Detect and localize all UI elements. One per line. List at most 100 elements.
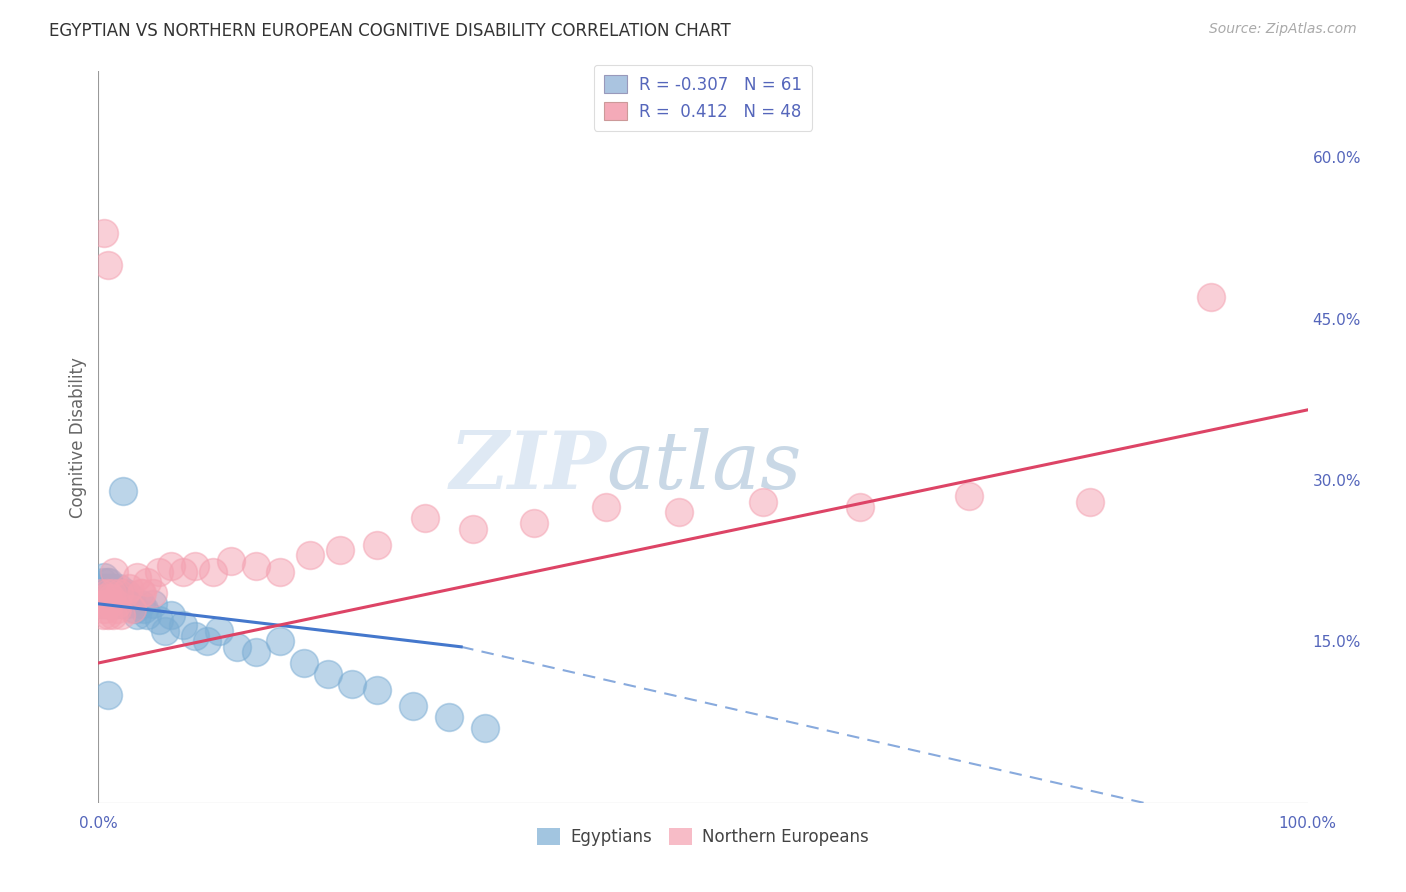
Point [118,581,141,595]
Point [342,677,364,691]
Point [96,586,118,600]
Point [91,586,114,600]
Point [474,721,496,735]
Point [160,607,183,622]
Point [98,597,121,611]
Point [108,586,131,600]
Point [111,483,134,498]
Point [129,586,152,600]
Point [184,559,207,574]
Point [114,586,136,600]
Point [93,591,115,606]
Point [108,581,131,595]
Text: atlas: atlas [606,427,801,505]
Point [849,500,872,514]
Point [245,559,267,574]
Point [93,597,115,611]
Point [97,258,120,272]
Point [1199,290,1222,304]
Point [100,591,122,606]
Point [98,575,121,590]
Point [104,586,127,600]
Point [195,634,218,648]
Point [366,682,388,697]
Point [124,602,146,616]
Point [94,597,117,611]
Point [523,516,546,530]
Point [121,602,143,616]
Point [127,607,149,622]
Point [90,586,112,600]
Point [105,602,128,616]
Point [94,586,117,600]
Point [226,640,249,654]
Point [292,656,315,670]
Point [100,581,122,595]
Point [172,618,194,632]
Point [107,591,129,606]
Point [96,591,118,606]
Point [437,710,460,724]
Point [91,581,114,595]
Text: Source: ZipAtlas.com: Source: ZipAtlas.com [1209,22,1357,37]
Point [96,575,118,590]
Point [93,591,115,606]
Point [90,586,112,600]
Point [153,624,176,638]
Point [110,607,132,622]
Point [142,586,165,600]
Point [97,581,120,595]
Point [91,597,114,611]
Text: ZIP: ZIP [450,427,606,505]
Point [101,581,124,595]
Y-axis label: Cognitive Disability: Cognitive Disability [69,357,87,517]
Point [100,586,122,600]
Point [366,538,388,552]
Point [115,586,138,600]
Point [100,586,122,600]
Text: EGYPTIAN VS NORTHERN EUROPEAN COGNITIVE DISABILITY CORRELATION CHART: EGYPTIAN VS NORTHERN EUROPEAN COGNITIVE … [49,22,731,40]
Point [97,586,120,600]
Point [202,565,225,579]
Point [1078,494,1101,508]
Point [105,597,128,611]
Point [114,597,136,611]
Point [93,602,115,616]
Point [135,607,157,622]
Point [135,575,157,590]
Point [402,698,425,713]
Point [413,510,436,524]
Point [221,554,243,568]
Point [148,565,170,579]
Point [100,586,122,600]
Point [142,597,165,611]
Point [98,597,121,611]
Point [91,597,114,611]
Point [100,597,122,611]
Point [94,581,117,595]
Point [105,597,128,611]
Point [595,500,617,514]
Point [269,634,291,648]
Point [299,549,322,563]
Point [184,629,207,643]
Point [94,597,117,611]
Point [93,570,115,584]
Point [97,607,120,622]
Point [129,597,152,611]
Point [208,624,231,638]
Point [93,226,115,240]
Point [752,494,775,508]
Point [110,586,132,600]
Point [316,666,339,681]
Point [97,688,120,702]
Point [172,565,194,579]
Point [127,570,149,584]
Point [957,489,980,503]
Point [668,505,690,519]
Point [118,597,141,611]
Point [101,607,124,622]
Point [103,565,125,579]
Point [101,597,124,611]
Point [131,586,153,600]
